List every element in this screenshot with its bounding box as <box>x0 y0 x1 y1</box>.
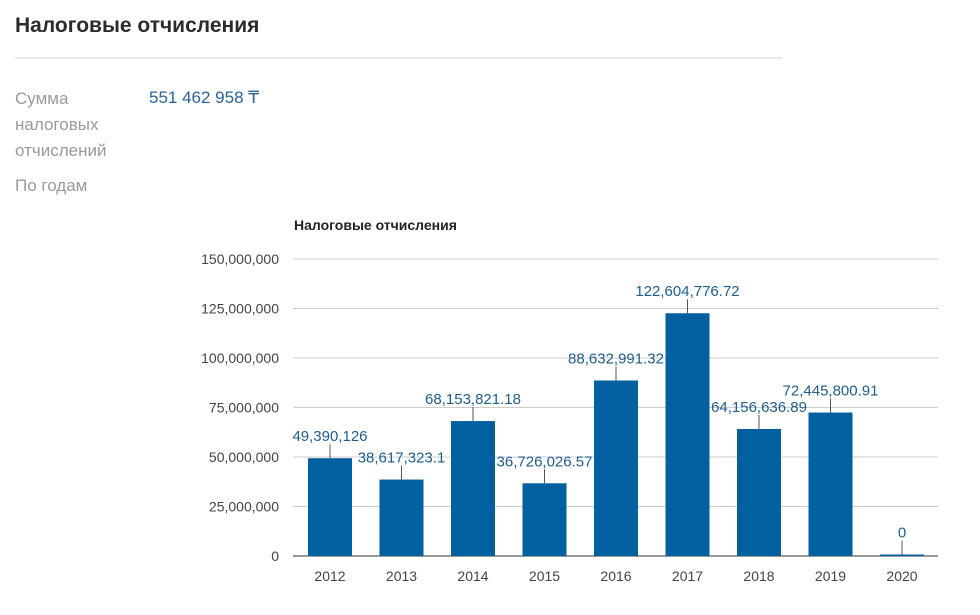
y-tick-label: 100,000,000 <box>201 350 279 366</box>
sum-value: 551 462 958 ₸ <box>149 88 260 107</box>
bar-2019[interactable] <box>808 412 853 556</box>
data-label-2015: 36,726,026.57 <box>497 453 593 470</box>
data-label-2019: 72,445,800.91 <box>783 383 879 400</box>
bar-2018[interactable] <box>737 428 781 556</box>
y-tick-label: 50,000,000 <box>209 449 279 465</box>
y-tick-label: 0 <box>271 548 279 564</box>
bar-2015[interactable] <box>522 483 567 556</box>
x-tick-label: 2015 <box>529 568 560 584</box>
data-label-2012: 49,390,126 <box>292 428 367 445</box>
data-label-2017: 122,604,776.72 <box>635 283 739 300</box>
data-label-2016: 88,632,991.32 <box>568 351 664 368</box>
y-tick-label: 125,000,000 <box>201 301 279 317</box>
y-tick-label: 75,000,000 <box>209 400 279 416</box>
x-tick-label: 2019 <box>815 568 846 584</box>
chart-title: Налоговые отчисления <box>294 217 457 233</box>
y-tick-label: 150,000,000 <box>201 251 279 267</box>
x-tick-label: 2013 <box>386 568 417 584</box>
x-tick-label: 2020 <box>886 568 917 584</box>
bar-2014[interactable] <box>451 421 495 556</box>
bar-2016[interactable] <box>594 380 638 556</box>
y-axis-ticks: 0 25,000,000 50,000,000 75,000,000 100,000,0… <box>201 251 279 564</box>
sum-label: Сумма налоговых отчислений <box>15 89 107 160</box>
x-tick-label: 2014 <box>457 568 488 584</box>
x-tick-label: 2016 <box>600 568 631 584</box>
bars-layer <box>308 313 924 556</box>
years-label: По годам <box>15 176 88 195</box>
bar-2012[interactable] <box>308 458 352 556</box>
section-divider <box>15 57 782 59</box>
data-label-2014: 68,153,821.18 <box>425 391 521 408</box>
data-label-2020: 0 <box>898 525 906 542</box>
section-title: Налоговые отчисления <box>15 14 260 37</box>
x-tick-label: 2012 <box>314 568 345 584</box>
bar-2020[interactable] <box>880 554 924 557</box>
data-label-2018: 64,156,636.89 <box>711 399 807 416</box>
data-labels-layer: 49,390,126 38,617,323.1 68,153,821.18 36,72… <box>292 283 906 555</box>
y-tick-label: 25,000,000 <box>209 499 279 515</box>
bar-2017[interactable] <box>665 313 710 556</box>
data-label-2013: 38,617,323.1 <box>358 450 446 467</box>
x-axis-ticks: 2012 2013 2014 2015 2016 2017 2018 2019 2020 <box>314 568 917 584</box>
x-tick-label: 2017 <box>672 568 703 584</box>
x-tick-label: 2018 <box>743 568 774 584</box>
bar-2013[interactable] <box>379 479 424 556</box>
